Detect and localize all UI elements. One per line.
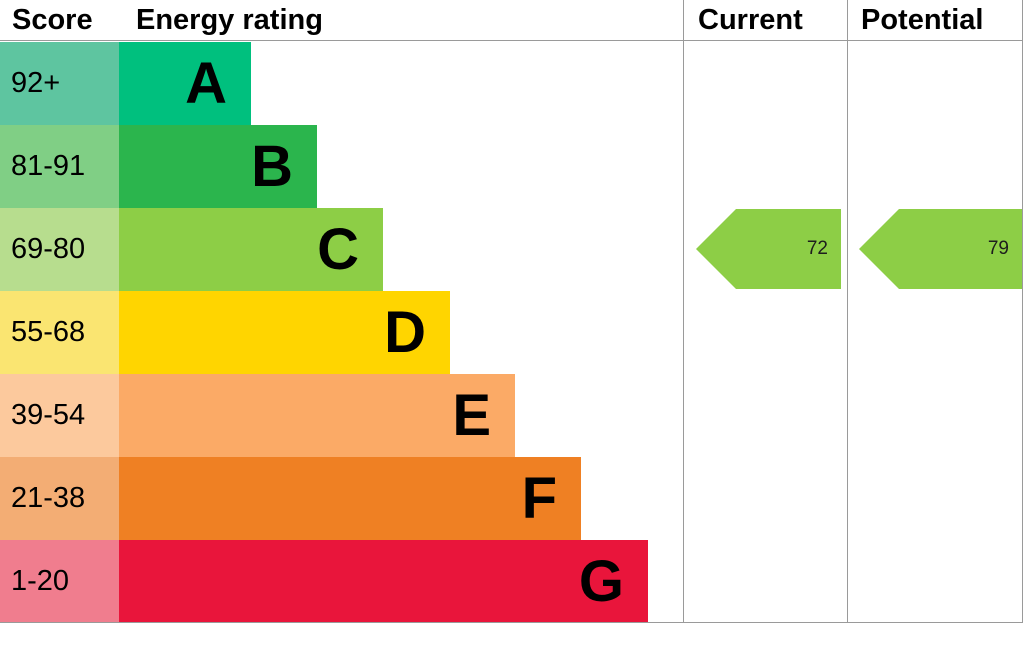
score-range-f: 21-38	[0, 457, 119, 540]
rating-letter-f: F	[521, 465, 557, 531]
rating-bar-c: C	[119, 208, 383, 291]
current-column-divider	[683, 0, 684, 623]
score-range-g: 1-20	[0, 540, 119, 623]
rating-bar-f: F	[119, 457, 581, 540]
rating-letter-d: D	[384, 299, 426, 365]
current-rating-arrow: 72	[696, 209, 841, 289]
rating-bar-g: G	[119, 540, 648, 623]
rating-bands: 92+ A 81-91 B 69-80 C 55-68 D 39-54	[0, 42, 648, 623]
band-row-g: 1-20 G	[0, 540, 648, 623]
potential-rating-value: 79	[987, 238, 1009, 259]
current-rating-value: 72	[806, 238, 828, 259]
score-range-d: 55-68	[0, 291, 119, 374]
score-range-e: 39-54	[0, 374, 119, 457]
band-row-a: 92+ A	[0, 42, 648, 125]
potential-rating-arrow: 79	[859, 209, 1022, 289]
score-column-header: Score	[12, 3, 93, 36]
rating-letter-g: G	[578, 548, 624, 614]
band-row-c: 69-80 C	[0, 208, 648, 291]
rating-letter-c: C	[317, 216, 359, 282]
current-column-header: Current	[698, 3, 803, 36]
right-edge-divider	[1022, 0, 1023, 623]
score-range-b: 81-91	[0, 125, 119, 208]
rating-bar-e: E	[119, 374, 515, 457]
band-row-e: 39-54 E	[0, 374, 648, 457]
band-row-d: 55-68 D	[0, 291, 648, 374]
band-row-f: 21-38 F	[0, 457, 648, 540]
rating-bar-a: A	[119, 42, 251, 125]
chart-header: Score Energy rating Current Potential	[0, 0, 1023, 41]
score-range-c: 69-80	[0, 208, 119, 291]
rating-letter-b: B	[251, 133, 293, 199]
rating-bar-b: B	[119, 125, 317, 208]
potential-column-divider	[847, 0, 848, 623]
band-row-b: 81-91 B	[0, 125, 648, 208]
chart-bottom-border	[0, 622, 1023, 623]
score-range-a: 92+	[0, 42, 119, 125]
rating-letter-e: E	[452, 382, 491, 448]
rating-letter-a: A	[185, 50, 227, 116]
rating-bar-d: D	[119, 291, 450, 374]
energy-rating-column-header: Energy rating	[136, 3, 323, 36]
potential-column-header: Potential	[861, 3, 984, 36]
